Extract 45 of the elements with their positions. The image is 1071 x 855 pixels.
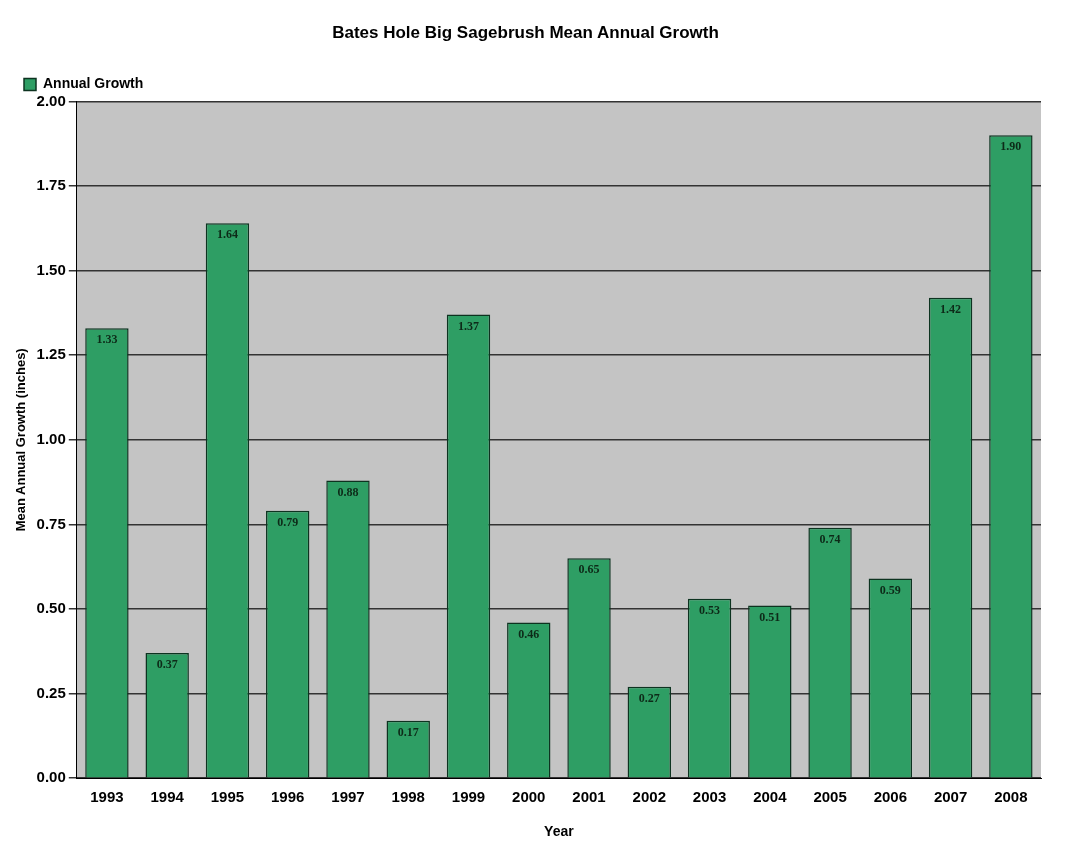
- x-tick-label: 2007: [933, 788, 968, 806]
- x-tick-label: 2008: [994, 788, 1028, 806]
- x-tick-label: 1993: [90, 788, 124, 806]
- y-tick-label: 1.75: [36, 176, 66, 194]
- data-label: 0.74: [819, 531, 841, 546]
- data-label: 0.65: [578, 562, 600, 577]
- data-label: 0.37: [156, 657, 178, 672]
- x-tick-label: 2000: [512, 788, 546, 806]
- data-label: 1.42: [940, 301, 962, 316]
- x-tick-label: 2001: [572, 788, 606, 806]
- y-tick-label: 2.00: [36, 91, 66, 109]
- data-label: 0.27: [638, 690, 660, 705]
- data-label: 0.17: [397, 724, 419, 739]
- x-tick-label: 1999: [451, 788, 486, 806]
- x-tick-label: 1994: [150, 788, 185, 806]
- data-label: 1.64: [216, 227, 238, 242]
- data-label: 0.46: [518, 626, 540, 641]
- y-tick-label: 0.75: [36, 514, 66, 532]
- y-tick-label: 1.00: [36, 429, 66, 447]
- y-tick-label: 0.25: [36, 683, 66, 701]
- chart-title: Bates Hole Big Sagebrush Mean Annual Growth: [332, 22, 719, 42]
- x-tick-label: 1996: [271, 788, 305, 806]
- x-tick-label: 2003: [692, 788, 727, 806]
- data-label: 0.51: [759, 609, 781, 624]
- x-tick-label: 2005: [813, 788, 847, 806]
- data-label: 1.37: [458, 318, 479, 333]
- y-axis-title: Mean Annual Growth (inches): [13, 348, 29, 532]
- y-tick-label: 1.50: [36, 260, 66, 278]
- data-label: 1.90: [1000, 139, 1022, 154]
- data-label: 0.59: [879, 582, 901, 597]
- x-tick-label: 2004: [753, 788, 788, 806]
- data-label: 0.88: [337, 484, 359, 499]
- x-tick-label: 1995: [210, 788, 245, 806]
- y-tick-label: 0.00: [36, 768, 66, 786]
- data-label: 1.33: [96, 332, 118, 347]
- x-tick-label: 1998: [391, 788, 425, 806]
- x-axis-title: Year: [544, 823, 575, 840]
- x-tick-label: 2006: [873, 788, 908, 806]
- data-label: 0.53: [699, 602, 721, 617]
- y-tick-label: 1.25: [36, 345, 66, 363]
- data-label: 0.79: [277, 514, 299, 529]
- x-tick-label: 1997: [331, 788, 365, 806]
- legend-label: Annual Growth: [43, 75, 144, 92]
- y-tick-label: 0.50: [36, 599, 66, 617]
- x-tick-label: 2002: [632, 788, 666, 806]
